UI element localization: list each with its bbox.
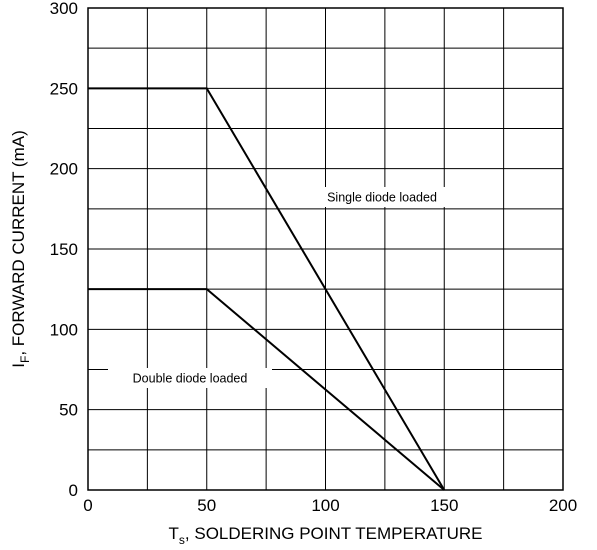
y-axis-label: IF, FORWARD CURRENT (mA) xyxy=(9,130,32,367)
y-axis-label-main: I xyxy=(9,363,28,368)
annotation-double-diode: Double diode loaded xyxy=(133,372,248,386)
y-tick-label: 0 xyxy=(69,481,78,500)
grid xyxy=(88,8,563,490)
plot-frame xyxy=(87,7,564,491)
y-tick-label: 50 xyxy=(59,401,78,420)
x-tick-label: 200 xyxy=(549,496,577,515)
x-tick-label: 0 xyxy=(83,496,92,515)
y-tick-label: 250 xyxy=(50,79,78,98)
x-tick-label: 100 xyxy=(311,496,339,515)
x-tick-labels: 0 50 100 150 200 xyxy=(83,496,577,515)
x-axis-label: Ts, SOLDERING POINT TEMPERATURE xyxy=(169,524,483,547)
annotation-background xyxy=(108,368,272,388)
y-axis-label-subscript: F xyxy=(18,356,32,363)
annotations: Single diode loaded Double diode loaded xyxy=(108,187,466,388)
y-tick-labels: 0 50 100 150 200 250 300 xyxy=(50,0,78,500)
x-axis-label-rest: , SOLDERING POINT TEMPERATURE xyxy=(185,524,483,543)
x-axis-label-main: T xyxy=(169,524,179,543)
y-tick-label: 200 xyxy=(50,160,78,179)
y-tick-label: 100 xyxy=(50,320,78,339)
annotation-background xyxy=(298,187,466,207)
y-tick-label: 300 xyxy=(50,0,78,18)
annotation-single-diode: Single diode loaded xyxy=(327,191,437,205)
series-layer xyxy=(88,87,446,491)
series-double-diode-line xyxy=(88,288,445,491)
x-axis-label-subscript: s xyxy=(179,533,185,547)
y-axis-label-rest: , FORWARD CURRENT (mA) xyxy=(9,130,28,355)
series-single-diode-line xyxy=(88,87,446,491)
y-tick-label: 150 xyxy=(50,240,78,259)
x-tick-label: 50 xyxy=(197,496,216,515)
x-tick-label: 150 xyxy=(430,496,458,515)
